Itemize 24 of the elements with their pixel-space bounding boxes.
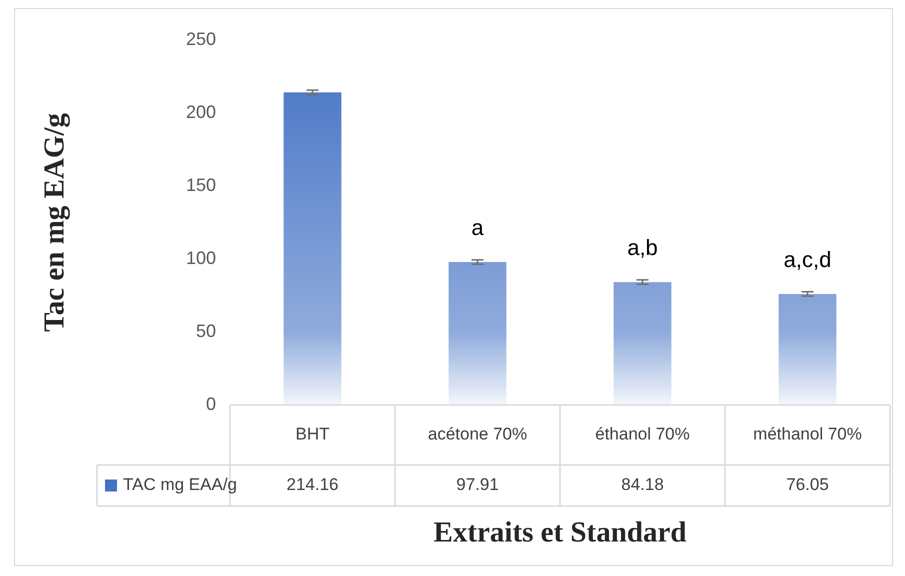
annotation: a,b xyxy=(627,235,658,260)
bar xyxy=(614,282,672,405)
y-tick-label: 200 xyxy=(186,102,216,122)
annotation: a,c,d xyxy=(784,247,832,272)
data-label: 76.05 xyxy=(786,475,829,494)
bar xyxy=(448,262,506,405)
y-tick-label: 150 xyxy=(186,174,216,195)
y-axis-title: Tac en mg EAG/g xyxy=(38,112,70,332)
x-tick-label: BHT xyxy=(296,424,330,444)
x-tick-label: éthanol 70% xyxy=(595,424,690,444)
data-label: 84.18 xyxy=(621,475,664,494)
y-tick-label: 250 xyxy=(186,28,216,49)
y-tick-label: 50 xyxy=(196,320,216,341)
x-axis-title: Extraits et Standard xyxy=(434,516,686,548)
annotation: a xyxy=(471,215,484,240)
y-tick-label: 100 xyxy=(186,248,216,268)
x-tick-label: acétone 70% xyxy=(428,424,528,444)
data-label: 97.91 xyxy=(456,475,499,494)
bar xyxy=(778,294,836,405)
bar xyxy=(284,92,342,405)
x-tick-label: méthanol 70% xyxy=(753,424,862,444)
data-label: 214.16 xyxy=(286,475,338,494)
y-tick-label: 0 xyxy=(206,394,216,414)
legend-label: TAC mg EAA/g xyxy=(123,475,237,494)
